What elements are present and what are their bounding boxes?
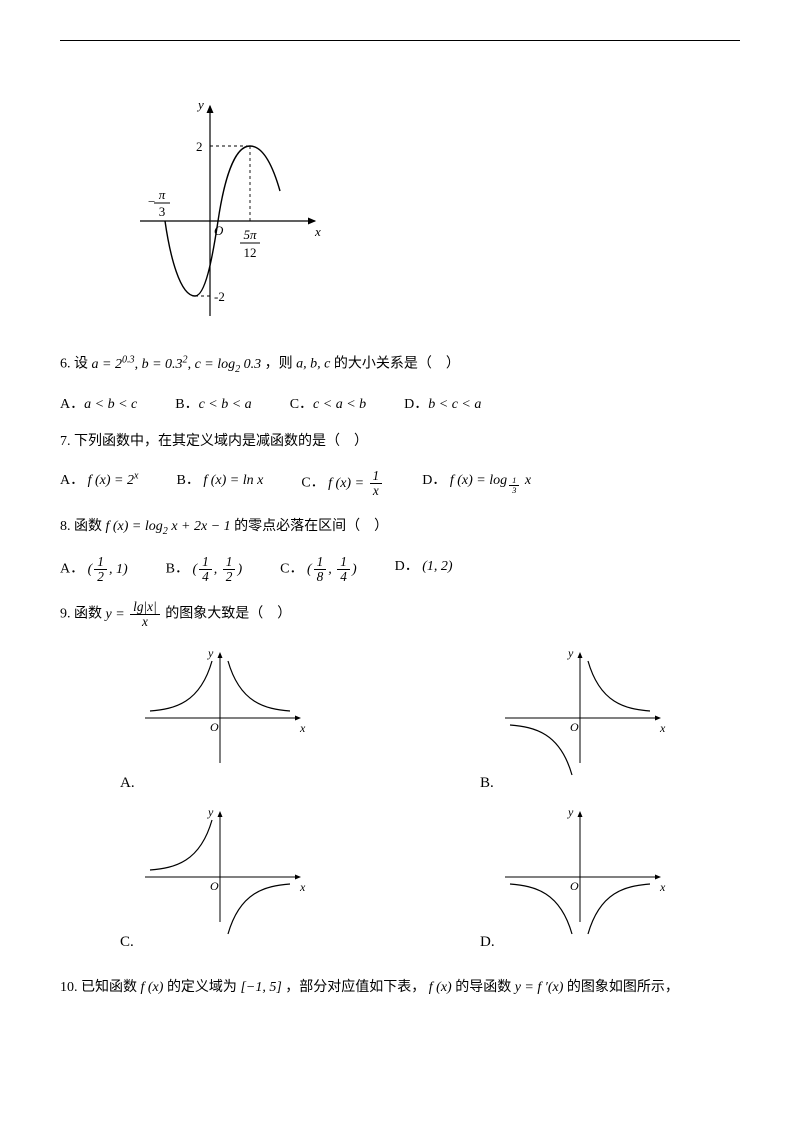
question-10: 10. 已知函数 f (x) 的定义域为 [−1, 5] ，部分对应值如下表， … (60, 975, 740, 1002)
question-6: 6. 设 a = 20.3, b = 0.32, c = log2 0.3 ，则… (60, 350, 740, 379)
y-axis-label: y (196, 97, 204, 112)
svg-text:3: 3 (159, 204, 166, 219)
q9-graphs-row2: x y O C. x y O D. (90, 802, 710, 951)
svg-text:O: O (570, 720, 579, 734)
q8-option-c: C． (18, 14) (280, 555, 357, 584)
top-border (60, 40, 740, 41)
q8-options: A． (12, 1) B． (14, 12) C． (18, 14) D． (1… (60, 555, 740, 584)
q6-options: A．a < b < c B．c < b < a C．c < a < b D．b … (60, 393, 740, 413)
svg-text:O: O (570, 879, 579, 893)
svg-text:y: y (207, 805, 214, 819)
q7-option-d: D． f (x) = log13 x (422, 469, 531, 498)
q8-option-b: B． (14, 12) (166, 555, 243, 584)
svg-text:x: x (299, 880, 306, 894)
question-9: 9. 函数 y = lg|x|x 的图象大致是（ ） (60, 600, 740, 629)
q6-option-a: A．a < b < c (60, 393, 137, 413)
svg-text:π: π (159, 187, 166, 202)
q9-graph-d: x y O D. (450, 802, 710, 951)
svg-text:x: x (659, 721, 666, 735)
svg-text:O: O (210, 720, 219, 734)
ytick-2: 2 (196, 139, 203, 154)
svg-text:x: x (659, 880, 666, 894)
svg-text:y: y (567, 646, 574, 660)
question-8: 8. 函数 f (x) = log2 x + 2x − 1 的零点必落在区间（ … (60, 514, 740, 541)
x-axis-label: x (314, 224, 321, 239)
q6-option-d: D．b < c < a (404, 393, 481, 413)
q7-options: A． f (x) = 2x B． f (x) = ln x C． f (x) =… (60, 469, 740, 498)
svg-text:−: − (148, 194, 155, 209)
q7-option-b: B． f (x) = ln x (176, 469, 263, 498)
q8-option-d: D． (1, 2) (395, 555, 453, 584)
question-7: 7. 下列函数中，在其定义域内是减函数的是（ ） (60, 429, 740, 456)
q7-option-c: C． f (x) = 1x (301, 469, 384, 498)
sine-graph-svg: x y O 2 -2 − π 3 5π 12 (120, 91, 320, 331)
q6-option-b: B．c < b < a (175, 393, 251, 413)
svg-text:y: y (207, 646, 214, 660)
q8-option-a: A． (12, 1) (60, 555, 128, 584)
q6-num: 6. (60, 357, 71, 372)
ytick-neg2: -2 (214, 289, 225, 304)
q6-option-c: C．c < a < b (290, 393, 366, 413)
svg-text:5π: 5π (243, 227, 257, 242)
q6-stem-pre: 设 (74, 357, 88, 372)
svg-text:y: y (567, 805, 574, 819)
q9-graph-c: x y O C. (90, 802, 350, 951)
q5-graph: x y O 2 -2 − π 3 5π 12 (120, 91, 740, 336)
q9-graphs-row1: x y O A. x y O B. (90, 643, 710, 792)
q7-option-a: A． f (x) = 2x (60, 469, 138, 498)
svg-text:12: 12 (244, 245, 257, 260)
svg-text:O: O (210, 879, 219, 893)
q9-graph-b: x y O B. (450, 643, 710, 792)
q9-graph-a: x y O A. (90, 643, 350, 792)
svg-text:x: x (299, 721, 306, 735)
